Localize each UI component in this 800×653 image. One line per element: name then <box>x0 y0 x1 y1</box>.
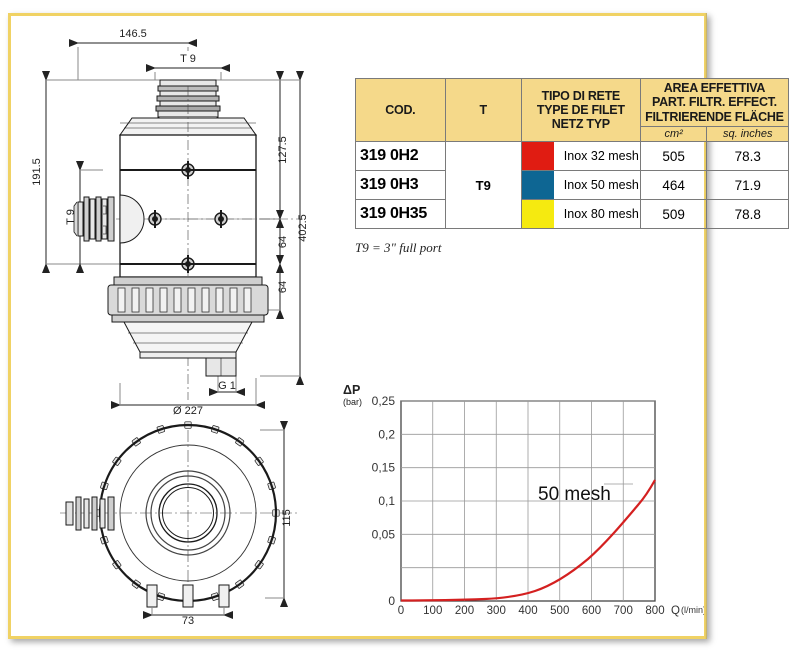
svg-text:G 1: G 1 <box>218 380 236 392</box>
svg-text:600: 600 <box>582 605 601 617</box>
svg-text:0,05: 0,05 <box>372 527 396 541</box>
svg-text:64: 64 <box>277 281 289 293</box>
svg-text:500: 500 <box>550 605 569 617</box>
svg-text:191.5: 191.5 <box>31 158 43 186</box>
svg-text:T 9: T 9 <box>180 53 196 65</box>
svg-text:0,25: 0,25 <box>372 394 396 408</box>
svg-text:146.5: 146.5 <box>119 28 147 40</box>
svg-text:115: 115 <box>281 509 293 527</box>
svg-text:0: 0 <box>388 594 395 608</box>
svg-text:64: 64 <box>277 236 289 248</box>
svg-text:300: 300 <box>487 605 506 617</box>
svg-text:0,2: 0,2 <box>378 427 395 441</box>
svg-text:0,1: 0,1 <box>378 494 395 508</box>
svg-text:402.5: 402.5 <box>297 214 309 242</box>
svg-text:100: 100 <box>423 605 442 617</box>
svg-text:700: 700 <box>614 605 633 617</box>
svg-text:0,15: 0,15 <box>372 461 396 475</box>
svg-text:ΔP: ΔP <box>343 383 360 397</box>
svg-text:0: 0 <box>398 605 404 617</box>
svg-text:Q: Q <box>671 605 680 617</box>
svg-text:50 mesh: 50 mesh <box>538 484 611 505</box>
svg-text:127.5: 127.5 <box>277 136 289 164</box>
svg-text:400: 400 <box>518 605 537 617</box>
svg-text:200: 200 <box>455 605 474 617</box>
svg-text:800: 800 <box>645 605 664 617</box>
svg-text:(l/min): (l/min) <box>681 605 706 615</box>
svg-text:73: 73 <box>182 615 194 627</box>
svg-text:Ø 227: Ø 227 <box>173 405 203 417</box>
svg-text:(bar): (bar) <box>343 397 362 407</box>
